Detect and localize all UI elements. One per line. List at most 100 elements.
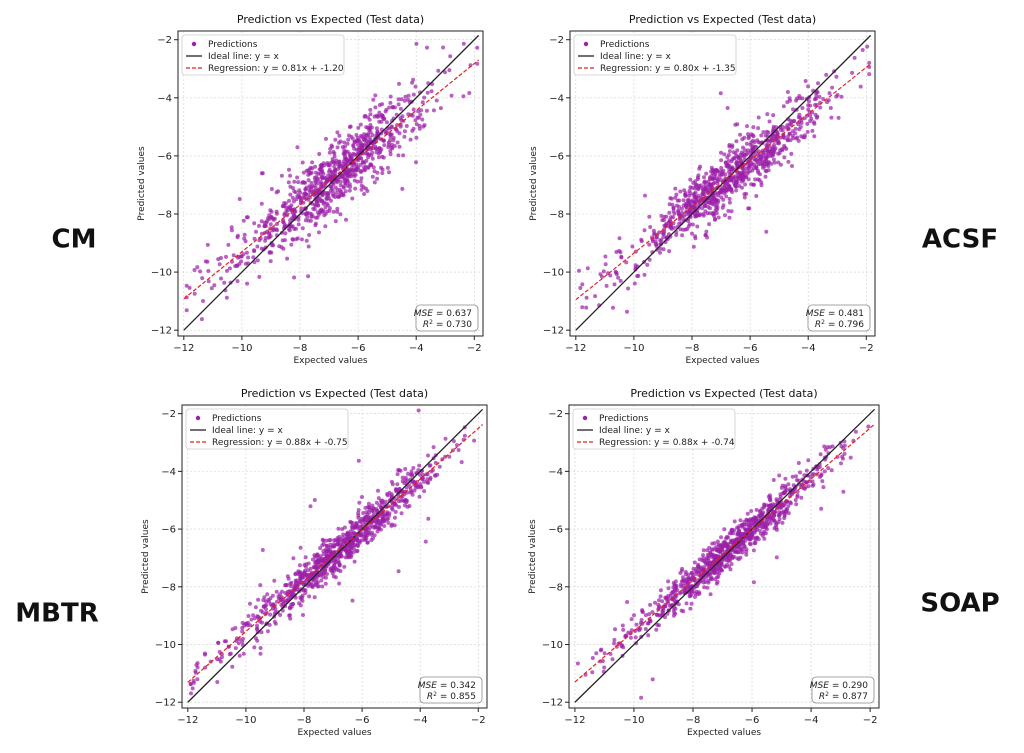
scatter-point: [368, 525, 373, 530]
scatter-point: [219, 276, 223, 281]
scatter-point: [369, 147, 373, 152]
scatter-point: [324, 575, 328, 580]
scatter-point: [438, 106, 443, 111]
scatter-point: [260, 548, 265, 552]
legend-marker-predictions: [191, 41, 197, 47]
scatter-point: [409, 472, 414, 477]
scatter-point: [698, 566, 703, 571]
scatter-point: [743, 148, 748, 153]
scatter-point: [270, 593, 275, 598]
scatter-point: [335, 209, 340, 214]
scatter-point: [755, 156, 760, 161]
scatter-point: [261, 604, 266, 609]
scatter-point: [839, 94, 844, 99]
legend-label-ideal: Ideal line: y = x: [600, 52, 672, 62]
y-tick-label: −2: [157, 35, 172, 46]
scatter-point: [798, 125, 803, 129]
scatter-point: [343, 189, 348, 194]
scatter-point: [724, 543, 729, 548]
scatter-point: [194, 663, 199, 667]
scatter-point: [289, 242, 294, 247]
scatter-point: [307, 167, 312, 172]
scatter-point: [654, 627, 659, 632]
scatter-point: [300, 598, 305, 603]
scatter-point: [594, 651, 599, 656]
y-tick-label: −10: [155, 640, 176, 651]
legend-box: [573, 34, 737, 76]
scatter-point: [354, 133, 359, 137]
scatter-point: [338, 569, 343, 574]
scatter-point: [380, 171, 385, 176]
chart-title: Prediction vs Expected (Test data): [241, 387, 428, 400]
scatter-point: [710, 541, 715, 546]
scatter-point: [786, 134, 791, 139]
scatter-point: [259, 630, 264, 635]
scatter-point: [724, 186, 729, 191]
scatter-point: [676, 209, 681, 214]
scatter-point: [338, 139, 343, 144]
legend-label-predictions: Predictions: [600, 40, 650, 50]
scatter-point: [698, 164, 703, 169]
scatter-point: [422, 95, 427, 100]
scatter-point: [321, 552, 326, 557]
scatter-point: [734, 188, 739, 193]
scatter-point: [612, 282, 617, 287]
scatter-point: [184, 283, 189, 288]
scatter-point: [298, 190, 303, 195]
scatter-point: [692, 195, 697, 199]
scatter-point: [660, 599, 665, 604]
scatter-point: [721, 540, 726, 545]
scatter-point: [725, 180, 730, 185]
scatter-point: [750, 144, 755, 149]
scatter-point: [189, 691, 193, 696]
scatter-point: [674, 192, 679, 197]
scatter-point: [754, 507, 759, 512]
scatter-point: [736, 175, 741, 180]
scatter-point: [325, 203, 330, 208]
scatter-point: [320, 584, 325, 589]
regression-line: [183, 59, 480, 300]
scatter-point: [408, 137, 413, 142]
scatter-point: [817, 94, 822, 99]
scatter-point: [271, 243, 276, 248]
scatter-point: [407, 483, 412, 488]
scatter-point: [443, 436, 448, 441]
scatter-point: [402, 98, 407, 103]
x-axis-label: Expected values: [293, 356, 367, 366]
scatter-point: [382, 524, 387, 528]
scatter-point: [362, 114, 367, 119]
scatter-point: [364, 138, 369, 143]
scatter-point: [243, 621, 248, 626]
scatter-point: [441, 45, 446, 50]
scatter-point: [865, 44, 870, 49]
scatter-point: [727, 215, 732, 220]
scatter-point: [580, 282, 585, 287]
scatter-point: [675, 198, 680, 203]
y-tick-label: −2: [548, 409, 563, 420]
scatter-point: [690, 575, 695, 580]
scatter-point: [715, 571, 720, 575]
scatter-point: [410, 128, 415, 133]
scatter-point: [666, 586, 671, 591]
y-tick-label: −12: [155, 698, 176, 709]
scatter-point: [740, 137, 745, 142]
scatter-point: [766, 160, 771, 165]
scatter-point: [794, 474, 798, 479]
scatter-point: [403, 478, 408, 483]
scatter-point: [368, 138, 373, 143]
scatter-point: [752, 530, 757, 535]
scatter-point: [356, 125, 361, 130]
scatter-point: [613, 627, 617, 632]
scatter-point: [377, 526, 382, 531]
scatter-point: [368, 107, 373, 112]
scatter-point: [688, 593, 693, 598]
scatter-point: [742, 544, 747, 549]
scatter-point: [734, 154, 739, 159]
scatter-point: [253, 605, 258, 610]
scatter-point: [392, 105, 397, 110]
scatter-point: [335, 130, 340, 135]
scatter-point: [775, 130, 779, 134]
scatter-point: [647, 242, 652, 247]
scatter-point: [330, 159, 335, 164]
scatter-point: [687, 188, 692, 193]
